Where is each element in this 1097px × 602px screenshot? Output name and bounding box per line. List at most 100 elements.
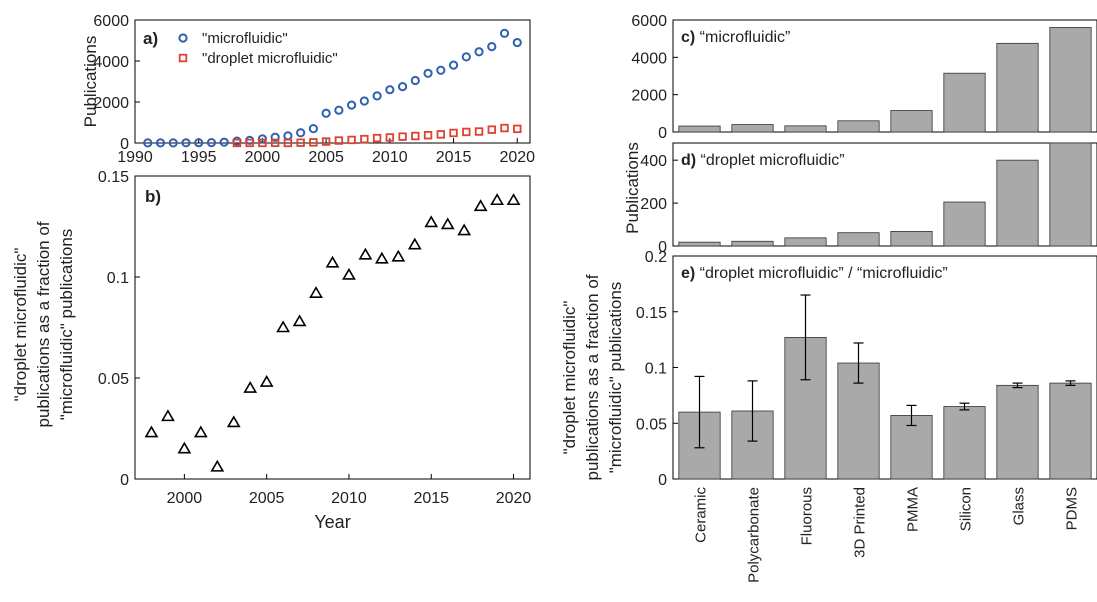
panel-e-xtick-label: PDMS [1064,487,1081,530]
panel-a-ytick-label: 2000 [93,95,129,112]
panel-a-series-1-point [398,132,407,141]
panel-a-series-0-point [334,105,344,115]
panel-a-series-1-point [283,138,293,148]
panel-b-xtick-label: 2020 [496,490,532,507]
panel-d-bar [996,159,1039,247]
panel-d-plot-frame [672,142,1097,247]
panel-e-ytick-label: 0.15 [636,305,667,322]
panel-a-series-0-point [219,137,229,147]
panel-b-series-0-point [259,374,274,387]
panel-d-bar [943,201,986,247]
panel-e-xtick-label: Polycarbonate [746,487,763,583]
panel-b-ytick-label: 0.1 [107,270,129,287]
panel-b-series-0-point [177,441,192,454]
panel-b-series-0-point [473,199,488,212]
panel-a-series-1-point [309,138,318,147]
panel-a-series-0-point [474,47,484,57]
panel-a-series-0-point [168,138,178,148]
panel-d-ytick-label: 400 [640,153,667,170]
panel-b-series-0-point [440,217,455,230]
panel-a-series-1-point [462,127,471,137]
panel-b-chart: 0 0.05 0.1 0.15 2000 2005 2010 2015 2020 Year "dro… [11,169,531,532]
panel-a-series-0-point [512,37,522,48]
panel-a-series-0-point [397,82,408,92]
panel-a-plot-frame [134,19,531,144]
panel-e-chart: 0 0.05 0.1 0.15 0.2 e) “droplet microfluidic”… [560,249,1097,583]
panel-e-bar [996,384,1039,480]
panel-e-ylabel-line: "droplet microfluidic" [560,301,579,455]
panel-e-bar [1049,382,1092,480]
panel-e-xtick-label: Silicon [958,487,975,531]
panel-e-bar [943,406,986,480]
panel-e-xtick-label: Ceramic [693,487,710,543]
panel-c-ytick-label: 0 [658,125,667,142]
panel-b-series-0-point [424,215,439,228]
panel-c-title: c) “microfluidic” [681,29,790,46]
panel-b-plot-frame [134,175,531,480]
panel-b-series-0-point [276,320,291,333]
panel-a-series-0-point [436,65,446,75]
panel-b-series-0-point [226,415,241,428]
panel-a-series-1-point [232,138,242,148]
panel-c-label: c) [681,29,700,46]
panel-e-label: e) [681,265,700,282]
panel-c-bar [678,125,721,133]
panel-e-ytick-label: 0 [658,472,667,489]
panel-d-bar [784,237,827,247]
panel-e-title-text: “droplet microfluidic” / “microfluidic” [700,265,948,282]
panel-a-series-0-point [143,138,153,148]
panel-b-series-0-point [374,251,389,264]
panel-a-xtick-label: 2000 [245,149,281,166]
panel-a-series-1-point [436,130,446,139]
panel-a-ytick-label: 6000 [93,13,129,30]
panel-a-series-0-point [461,52,471,62]
shared-ylabel-publications: Publications [623,142,642,234]
panel-e-ylabel-line: publications as a fraction of [583,274,602,480]
panel-b-series-0-point [144,425,159,438]
panel-a-series-1-point [372,133,382,143]
panel-d-bar [731,240,774,247]
panel-d-ytick-label: 0 [658,239,667,256]
panel-e-ytick-label: 0.05 [636,416,667,433]
panel-b-series-0-point [490,193,504,206]
panel-b-series-0-point [457,223,472,236]
panel-c-bar [731,124,774,133]
panel-a-series-1-point [411,131,420,141]
panel-c-ytick-label: 2000 [631,88,667,105]
panel-a-ytick-label: 0 [120,136,129,153]
panel-c-title-text: “microfluidic” [700,29,791,46]
panel-a-series-0-point [296,128,306,138]
panel-a-xtick-label: 2015 [436,149,472,166]
panel-a-xtick-label: 1990 [117,149,153,166]
panel-a-series-0-point [270,132,280,142]
panel-a-series-0-point [308,124,318,134]
panel-b-series-0-point [193,425,208,438]
panel-a-series-1-point [385,133,395,142]
panel-a-series-1-point [270,138,280,148]
panel-a-series-1-point [423,131,433,140]
panel-b-series-0-point [161,409,175,422]
panel-d-ytick-label: 200 [640,196,667,213]
panel-b-ytick-label: 0.05 [98,371,129,388]
panel-c-bar [943,72,986,133]
panel-a-series-1-point [500,123,509,133]
panel-d-bar [837,232,880,247]
panel-a-series-0-point [155,138,166,148]
panel-a-series-0-point [359,96,369,106]
panel-a-series-0-point [448,60,459,70]
panel-a-series-1-point [245,138,254,148]
panel-b-ylabel-line: "microfluidic" publications [57,229,76,421]
panel-a-series-0-point [499,28,510,38]
panel-a-series-0-point [385,85,395,95]
panel-a-series-0-point [283,131,293,141]
panel-a-legend-1-point [178,53,188,63]
panel-e-xtick-label: Fluorous [799,487,816,545]
panel-a-series-0-point [321,108,331,118]
panel-d-chart: 0 200 400 d) “droplet microfluidic” [640,142,1097,256]
panel-a-series-1-point [321,137,331,146]
panel-a-series-0-point [194,138,204,148]
panel-a-legend-0-point [178,33,188,43]
panel-b-xtick-label: 2015 [413,490,449,507]
panel-b-xtick-label: 2010 [331,490,367,507]
panel-c-bar [890,110,933,133]
